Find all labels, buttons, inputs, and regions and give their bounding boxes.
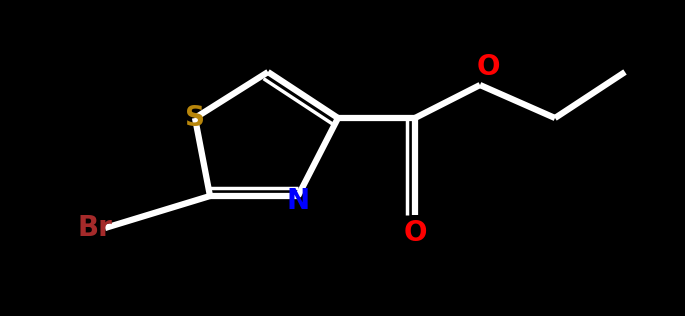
Text: N: N (286, 187, 310, 215)
Text: S: S (185, 104, 205, 132)
Text: Br: Br (77, 214, 112, 242)
Text: O: O (476, 53, 500, 81)
Text: O: O (403, 219, 427, 247)
